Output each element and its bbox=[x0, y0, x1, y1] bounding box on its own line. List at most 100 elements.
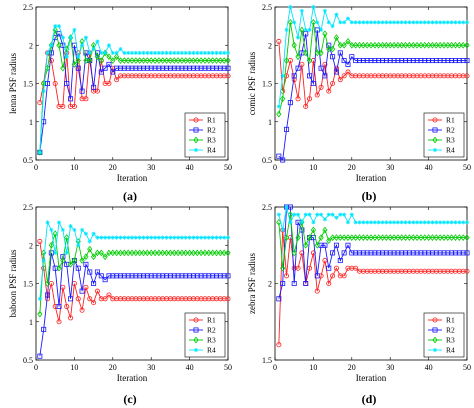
data-point bbox=[453, 20, 458, 25]
data-point bbox=[433, 41, 439, 49]
data-point bbox=[98, 249, 104, 257]
data-point bbox=[163, 57, 170, 64]
data-point bbox=[330, 54, 336, 60]
data-point bbox=[37, 238, 43, 244]
legend-marker bbox=[193, 347, 199, 353]
data-point bbox=[110, 235, 115, 240]
data-point bbox=[152, 57, 158, 64]
data-point bbox=[217, 57, 223, 64]
data-point bbox=[307, 265, 313, 271]
data-point bbox=[349, 212, 354, 217]
data-point bbox=[403, 20, 408, 25]
data-point bbox=[87, 245, 93, 253]
data-point bbox=[337, 258, 343, 264]
data-point bbox=[91, 280, 97, 286]
data-point bbox=[183, 249, 189, 257]
data-point bbox=[402, 234, 409, 241]
data-point bbox=[434, 220, 439, 225]
data-point bbox=[144, 249, 150, 257]
data-point bbox=[37, 100, 43, 106]
data-point bbox=[56, 41, 62, 49]
data-point bbox=[445, 41, 451, 49]
y-tick-label: 1.5 bbox=[262, 80, 272, 89]
data-point bbox=[303, 241, 309, 249]
data-point bbox=[152, 235, 158, 240]
x-tick-label: 50 bbox=[224, 363, 232, 372]
data-point bbox=[395, 20, 400, 25]
x-tick-label: 40 bbox=[186, 363, 194, 372]
data-point bbox=[326, 265, 332, 271]
data-point bbox=[68, 315, 74, 321]
data-point bbox=[449, 234, 455, 241]
data-point bbox=[353, 41, 359, 49]
data-point bbox=[83, 35, 89, 40]
data-point bbox=[326, 88, 332, 94]
data-point bbox=[322, 217, 328, 222]
data-point bbox=[52, 26, 58, 34]
data-point bbox=[56, 319, 62, 325]
data-point bbox=[345, 38, 351, 45]
data-point bbox=[295, 35, 301, 40]
data-point bbox=[175, 50, 181, 55]
chart-panel-1: 0 10 20 30 40 50 0.5 1 1.5 2 2.5 Iteration lenna PSF… bbox=[8, 3, 232, 203]
data-point bbox=[333, 69, 339, 75]
data-point bbox=[129, 249, 135, 257]
data-point bbox=[338, 20, 343, 25]
data-point bbox=[318, 234, 324, 241]
data-point bbox=[456, 234, 462, 241]
data-point bbox=[48, 41, 54, 49]
data-point bbox=[221, 57, 227, 64]
data-point bbox=[144, 57, 150, 64]
data-point bbox=[56, 24, 62, 29]
data-point bbox=[137, 235, 142, 240]
y-tick-label: 2 bbox=[29, 241, 33, 250]
series-R4 bbox=[276, 204, 470, 233]
data-point bbox=[280, 73, 285, 78]
data-point bbox=[56, 220, 62, 225]
data-point bbox=[202, 57, 208, 64]
data-point bbox=[41, 89, 46, 94]
data-point bbox=[202, 50, 208, 55]
x-axis-label: Iteration bbox=[117, 373, 148, 383]
data-point bbox=[45, 292, 51, 298]
data-point bbox=[118, 46, 123, 52]
data-point bbox=[318, 27, 324, 33]
legend-label: R1 bbox=[207, 116, 216, 125]
legend-label: R1 bbox=[207, 316, 216, 325]
data-point bbox=[291, 280, 297, 286]
data-point bbox=[218, 235, 223, 240]
legend-marker bbox=[193, 327, 199, 333]
y-tick-label: 1.5 bbox=[23, 280, 33, 289]
data-point bbox=[379, 234, 386, 241]
data-point bbox=[372, 20, 377, 25]
data-point bbox=[357, 20, 362, 25]
y-tick-label: 1 bbox=[268, 118, 272, 127]
data-point bbox=[218, 50, 223, 55]
data-point bbox=[337, 77, 343, 83]
x-tick-label: 50 bbox=[463, 163, 471, 172]
data-point bbox=[314, 241, 320, 249]
data-point bbox=[37, 353, 43, 359]
x-tick-label: 40 bbox=[186, 163, 194, 172]
data-point bbox=[195, 235, 200, 240]
data-point bbox=[179, 249, 185, 257]
data-point bbox=[114, 53, 120, 61]
data-point bbox=[106, 235, 112, 240]
data-point bbox=[284, 126, 290, 132]
data-point bbox=[329, 234, 336, 241]
data-point bbox=[90, 253, 97, 261]
data-point bbox=[457, 20, 462, 25]
data-point bbox=[341, 273, 347, 279]
data-point bbox=[464, 220, 470, 225]
y-axis-label: comic PSF radius bbox=[247, 51, 257, 115]
panel-label: (c) bbox=[123, 392, 136, 406]
data-point bbox=[441, 234, 447, 241]
data-point bbox=[438, 220, 443, 225]
data-point bbox=[64, 250, 69, 255]
x-tick-label: 0 bbox=[34, 363, 38, 372]
data-point bbox=[403, 220, 408, 225]
data-point bbox=[68, 296, 74, 302]
data-point bbox=[315, 20, 320, 25]
data-point bbox=[121, 57, 127, 64]
data-point bbox=[414, 220, 420, 225]
